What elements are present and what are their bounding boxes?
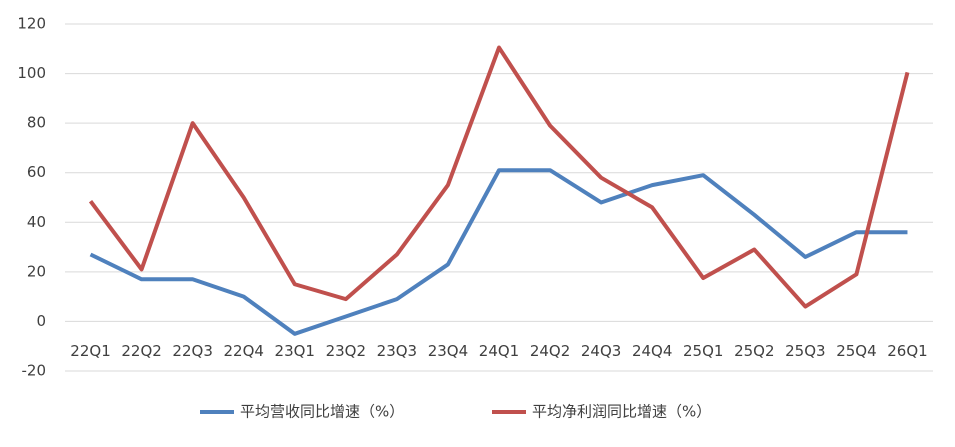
x-tick-label: 22Q4 xyxy=(223,342,263,360)
y-tick-label: 0 xyxy=(36,312,46,330)
x-tick-label: 24Q4 xyxy=(632,342,672,360)
x-tick-label: 25Q1 xyxy=(683,342,723,360)
x-tick-label: 24Q1 xyxy=(479,342,519,360)
x-tick-label: 23Q2 xyxy=(326,342,366,360)
x-tick-label: 23Q1 xyxy=(275,342,315,360)
y-tick-label: 40 xyxy=(27,213,46,231)
y-tick-label: 100 xyxy=(17,64,46,82)
x-tick-label: 24Q3 xyxy=(581,342,621,360)
x-tick-label: 23Q3 xyxy=(377,342,417,360)
legend-label: 平均营收同比增速（%） xyxy=(240,403,404,421)
y-tick-label: 120 xyxy=(17,15,46,33)
x-tick-label: 22Q2 xyxy=(121,342,161,360)
x-tick-label: 22Q3 xyxy=(172,342,212,360)
x-tick-label: 22Q1 xyxy=(70,342,110,360)
legend-label: 平均净利润同比增速（%） xyxy=(532,403,711,421)
y-tick-label: 20 xyxy=(27,262,46,280)
x-tick-label: 25Q3 xyxy=(785,342,825,360)
x-tick-label: 25Q2 xyxy=(734,342,774,360)
x-tick-label: 23Q4 xyxy=(428,342,468,360)
y-tick-label: 60 xyxy=(27,163,46,181)
y-tick-label: -20 xyxy=(22,362,47,380)
series-line xyxy=(88,45,910,309)
x-tick-label: 24Q2 xyxy=(530,342,570,360)
x-tick-label: 25Q4 xyxy=(836,342,876,360)
y-tick-label: 80 xyxy=(27,114,46,132)
series-line xyxy=(89,168,908,336)
x-tick-label: 26Q1 xyxy=(887,342,927,360)
